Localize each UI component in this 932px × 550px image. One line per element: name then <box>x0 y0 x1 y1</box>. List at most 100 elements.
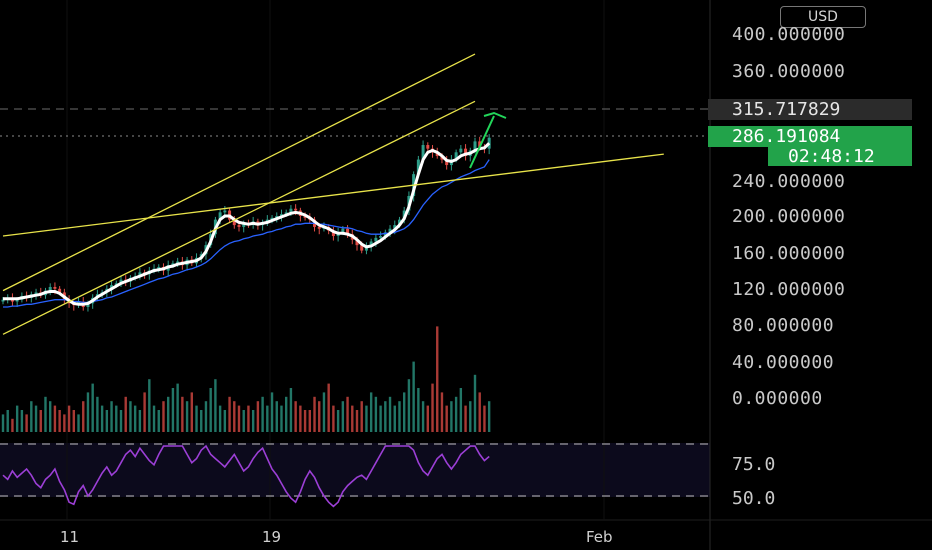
price-label-120: 120.000000 <box>732 279 845 300</box>
last-price-tag <box>708 126 912 147</box>
volume-bar <box>25 414 28 432</box>
price-label-360: 360.000000 <box>732 61 845 82</box>
time-label-11: 11 <box>60 528 79 546</box>
volume-bar <box>369 392 373 432</box>
volume-bar <box>266 405 269 432</box>
projection-arrow-shaft <box>469 115 495 169</box>
volume-bar <box>72 410 75 432</box>
marker-price-tag-text: 315.717829 <box>732 99 840 120</box>
volume-bar <box>233 401 236 432</box>
volume-bar <box>431 383 434 432</box>
volume-bar <box>115 405 118 432</box>
volume-bar <box>398 401 401 432</box>
volume-bar <box>285 396 288 432</box>
marker-price-tag <box>708 99 912 120</box>
rsi-label-50: 50.0 <box>732 488 775 509</box>
candle-body <box>454 152 458 160</box>
rsi-indicator <box>2 444 490 508</box>
candle-body <box>289 208 293 213</box>
candle-body <box>317 226 321 229</box>
moving-averages <box>3 142 491 308</box>
volume-bar <box>251 410 255 432</box>
time-label-19: 19 <box>262 528 281 546</box>
candle-body <box>355 239 359 246</box>
volume-bar <box>124 396 127 432</box>
volume-bar <box>478 392 481 432</box>
volume-bar <box>11 418 14 432</box>
volume-bar <box>469 401 472 432</box>
volume-bar <box>86 392 90 432</box>
volume-bar <box>1 414 5 432</box>
candle-body <box>426 145 430 149</box>
rsi-label-75: 75.0 <box>732 454 775 475</box>
volume-bar <box>318 401 321 432</box>
candle-body <box>397 219 401 226</box>
candle-body <box>171 263 175 266</box>
volume-bar <box>459 388 463 432</box>
volume-bar <box>473 374 477 432</box>
volume-bar <box>96 396 99 432</box>
candle-body <box>223 210 227 213</box>
candle-body <box>393 225 397 229</box>
volume-bar <box>77 414 80 432</box>
trendline-channel-lower <box>2 100 476 335</box>
candle-body <box>331 230 335 237</box>
candle-body <box>242 223 246 227</box>
candle-body <box>275 216 279 218</box>
price-label-160: 160.000000 <box>732 243 845 264</box>
volume-bar <box>110 401 113 432</box>
candle-body <box>232 219 236 226</box>
volume-bar <box>275 401 278 432</box>
candle-body <box>294 208 298 211</box>
volume-bar <box>322 392 326 432</box>
price-label-240: 240.000000 <box>732 171 845 192</box>
rsi-band <box>0 443 710 497</box>
volume-bar <box>355 410 359 432</box>
volume-bar <box>487 401 491 432</box>
volume-bar <box>91 383 94 432</box>
volume-bar <box>53 405 57 432</box>
volume-bar <box>393 405 396 432</box>
currency-selector-button[interactable]: USD <box>780 6 866 28</box>
volume-bar <box>185 401 189 432</box>
volume-bar <box>303 410 307 432</box>
volume-bar <box>34 405 38 432</box>
volume-bar <box>313 396 316 432</box>
volume-bar <box>223 410 227 432</box>
candle-body <box>341 228 345 233</box>
rsi-line <box>2 444 490 508</box>
volume-bar <box>421 401 425 432</box>
candle-body <box>464 148 468 156</box>
volume-bar <box>129 401 132 432</box>
trendlines <box>2 53 664 335</box>
volume-bar <box>388 396 392 432</box>
price-label-400: 400.000000 <box>732 24 845 45</box>
ema-line <box>3 159 490 308</box>
volume-bar <box>167 396 170 432</box>
volume-bar <box>336 410 340 432</box>
volume-bar <box>445 405 448 432</box>
volume-bar <box>242 410 245 432</box>
candle-body <box>237 225 241 227</box>
volume-bar <box>464 405 467 432</box>
candle-body <box>15 299 19 302</box>
projection-arrow <box>469 111 507 169</box>
volume-bar <box>100 405 104 432</box>
volume-bar <box>152 405 156 432</box>
projection-arrow-head <box>483 111 507 119</box>
candle-body <box>303 216 307 218</box>
volume-bar <box>176 383 179 432</box>
candle-body <box>110 285 114 289</box>
volume-bar <box>412 361 415 432</box>
volume-bar <box>374 396 378 432</box>
volume-bar <box>436 326 439 432</box>
volume-bar <box>289 388 293 432</box>
volume-bar <box>341 401 345 432</box>
volume-bar <box>148 379 151 432</box>
volume-bar <box>44 396 47 432</box>
price-label-40: 40.000000 <box>732 352 834 373</box>
volume-bar <box>454 396 458 432</box>
candle-body <box>416 159 420 175</box>
candle-body <box>379 236 383 238</box>
